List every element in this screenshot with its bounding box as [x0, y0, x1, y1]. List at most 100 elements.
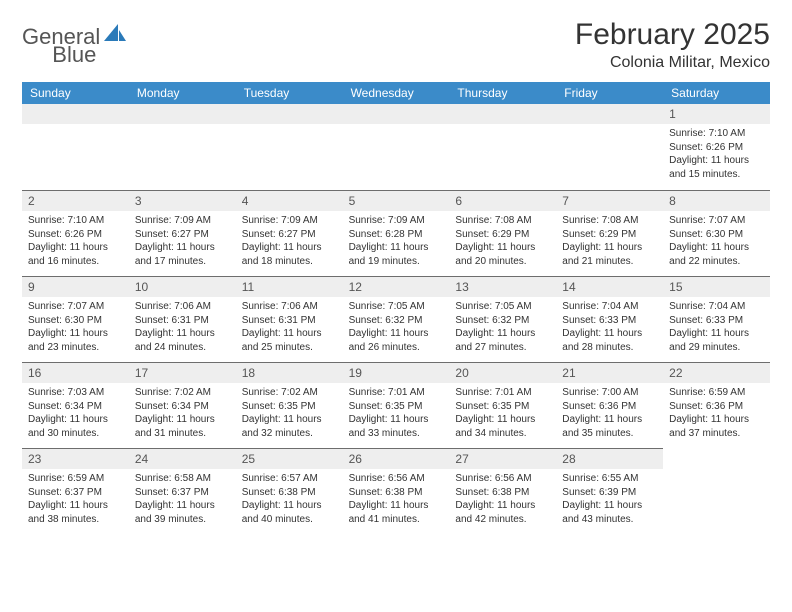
- daylight-text: Daylight: 11 hours and 29 minutes.: [669, 327, 764, 354]
- day-number: 19: [343, 362, 450, 383]
- daylight-text: Daylight: 11 hours and 22 minutes.: [669, 241, 764, 268]
- day-number: 14: [556, 276, 663, 297]
- sunset-text: Sunset: 6:30 PM: [669, 228, 764, 242]
- sunset-text: Sunset: 6:36 PM: [562, 400, 657, 414]
- calendar-day-cell: 7 Sunrise: 7:08 AMSunset: 6:29 PMDaylight…: [556, 190, 663, 276]
- day-number: 25: [236, 448, 343, 469]
- calendar-day-cell: 17Sunrise: 7:02 AMSunset: 6:34 PMDayligh…: [129, 362, 236, 448]
- daylight-text: Daylight: 11 hours and 30 minutes.: [28, 413, 123, 440]
- daylight-text: Daylight: 11 hours and 40 minutes.: [242, 499, 337, 526]
- day-number: 8: [663, 190, 770, 211]
- day-number: 26: [343, 448, 450, 469]
- calendar-day-cell: 20Sunrise: 7:01 AMSunset: 6:35 PMDayligh…: [449, 362, 556, 448]
- day-number: 27: [449, 448, 556, 469]
- sunrise-text: Sunrise: 6:57 AM: [242, 472, 337, 486]
- sunset-text: Sunset: 6:29 PM: [455, 228, 550, 242]
- calendar-day-cell: 26Sunrise: 6:56 AMSunset: 6:38 PMDayligh…: [343, 448, 450, 534]
- sunset-text: Sunset: 6:35 PM: [349, 400, 444, 414]
- header-bar: General Blue February 2025 Colonia Milit…: [22, 18, 770, 72]
- sunset-text: Sunset: 6:39 PM: [562, 486, 657, 500]
- sunset-text: Sunset: 6:37 PM: [28, 486, 123, 500]
- sunset-text: Sunset: 6:27 PM: [242, 228, 337, 242]
- daylight-text: Daylight: 11 hours and 38 minutes.: [28, 499, 123, 526]
- sunrise-text: Sunrise: 6:56 AM: [455, 472, 550, 486]
- calendar-day-cell: 28Sunrise: 6:55 AMSunset: 6:39 PMDayligh…: [556, 448, 663, 534]
- daylight-text: Daylight: 11 hours and 16 minutes.: [28, 241, 123, 268]
- sunset-text: Sunset: 6:29 PM: [562, 228, 657, 242]
- sunrise-text: Sunrise: 7:05 AM: [349, 300, 444, 314]
- weekday-wednesday: Wednesday: [343, 82, 450, 104]
- daylight-text: Daylight: 11 hours and 26 minutes.: [349, 327, 444, 354]
- sunrise-text: Sunrise: 7:08 AM: [562, 214, 657, 228]
- daylight-text: Daylight: 11 hours and 43 minutes.: [562, 499, 657, 526]
- day-number: 23: [22, 448, 129, 469]
- empty-day-strip: [449, 104, 556, 124]
- sunrise-text: Sunrise: 7:02 AM: [135, 386, 230, 400]
- calendar-week: 9Sunrise: 7:07 AMSunset: 6:30 PMDaylight…: [22, 276, 770, 362]
- sunrise-text: Sunrise: 7:04 AM: [669, 300, 764, 314]
- sunset-text: Sunset: 6:34 PM: [28, 400, 123, 414]
- empty-day-strip: [22, 104, 129, 124]
- sunrise-text: Sunrise: 7:09 AM: [135, 214, 230, 228]
- daylight-text: Daylight: 11 hours and 20 minutes.: [455, 241, 550, 268]
- calendar-day-cell: 8Sunrise: 7:07 AMSunset: 6:30 PMDaylight…: [663, 190, 770, 276]
- day-number: 1: [663, 104, 770, 124]
- weekday-thursday: Thursday: [449, 82, 556, 104]
- daylight-text: Daylight: 11 hours and 19 minutes.: [349, 241, 444, 268]
- sunset-text: Sunset: 6:26 PM: [669, 141, 764, 155]
- daylight-text: Daylight: 11 hours and 41 minutes.: [349, 499, 444, 526]
- weekday-header-row: Sunday Monday Tuesday Wednesday Thursday…: [22, 82, 770, 104]
- sunrise-text: Sunrise: 7:01 AM: [455, 386, 550, 400]
- weekday-tuesday: Tuesday: [236, 82, 343, 104]
- daylight-text: Daylight: 11 hours and 24 minutes.: [135, 327, 230, 354]
- title-block: February 2025 Colonia Militar, Mexico: [575, 18, 770, 72]
- daylight-text: Daylight: 11 hours and 21 minutes.: [562, 241, 657, 268]
- day-number: 4: [236, 190, 343, 211]
- calendar-day-cell: 2Sunrise: 7:10 AMSunset: 6:26 PMDaylight…: [22, 190, 129, 276]
- daylight-text: Daylight: 11 hours and 28 minutes.: [562, 327, 657, 354]
- sunrise-text: Sunrise: 6:59 AM: [28, 472, 123, 486]
- sunrise-text: Sunrise: 7:01 AM: [349, 386, 444, 400]
- day-number: 24: [129, 448, 236, 469]
- calendar-grid: Sunday Monday Tuesday Wednesday Thursday…: [22, 82, 770, 534]
- empty-day-strip: [236, 104, 343, 124]
- day-number: 20: [449, 362, 556, 383]
- day-number: 9: [22, 276, 129, 297]
- logo-sail-icon: [104, 24, 126, 47]
- day-number: 13: [449, 276, 556, 297]
- sunset-text: Sunset: 6:28 PM: [349, 228, 444, 242]
- daylight-text: Daylight: 11 hours and 18 minutes.: [242, 241, 337, 268]
- empty-day-strip: [129, 104, 236, 124]
- sunset-text: Sunset: 6:31 PM: [242, 314, 337, 328]
- weekday-sunday: Sunday: [22, 82, 129, 104]
- sunset-text: Sunset: 6:31 PM: [135, 314, 230, 328]
- day-number: 7: [556, 190, 663, 211]
- sunrise-text: Sunrise: 7:06 AM: [135, 300, 230, 314]
- calendar-day-cell: 6Sunrise: 7:08 AMSunset: 6:29 PMDaylight…: [449, 190, 556, 276]
- sunrise-text: Sunrise: 6:59 AM: [669, 386, 764, 400]
- weekday-saturday: Saturday: [663, 82, 770, 104]
- calendar-day-cell: 4Sunrise: 7:09 AMSunset: 6:27 PMDaylight…: [236, 190, 343, 276]
- calendar-week: 16Sunrise: 7:03 AMSunset: 6:34 PMDayligh…: [22, 362, 770, 448]
- sunrise-text: Sunrise: 6:55 AM: [562, 472, 657, 486]
- sunrise-text: Sunrise: 7:10 AM: [28, 214, 123, 228]
- sunset-text: Sunset: 6:35 PM: [242, 400, 337, 414]
- calendar-empty-cell: [343, 104, 450, 190]
- sunrise-text: Sunrise: 7:06 AM: [242, 300, 337, 314]
- sunrise-text: Sunrise: 7:09 AM: [349, 214, 444, 228]
- calendar-empty-cell: [449, 104, 556, 190]
- calendar-day-cell: 11Sunrise: 7:06 AMSunset: 6:31 PMDayligh…: [236, 276, 343, 362]
- calendar-day-cell: 15Sunrise: 7:04 AMSunset: 6:33 PMDayligh…: [663, 276, 770, 362]
- day-number: 22: [663, 362, 770, 383]
- daylight-text: Daylight: 11 hours and 17 minutes.: [135, 241, 230, 268]
- sunset-text: Sunset: 6:34 PM: [135, 400, 230, 414]
- daylight-text: Daylight: 11 hours and 27 minutes.: [455, 327, 550, 354]
- sunrise-text: Sunrise: 7:04 AM: [562, 300, 657, 314]
- calendar-day-cell: 14Sunrise: 7:04 AMSunset: 6:33 PMDayligh…: [556, 276, 663, 362]
- day-number: 16: [22, 362, 129, 383]
- day-number: 2: [22, 190, 129, 211]
- daylight-text: Daylight: 11 hours and 32 minutes.: [242, 413, 337, 440]
- calendar-day-cell: 10Sunrise: 7:06 AMSunset: 6:31 PMDayligh…: [129, 276, 236, 362]
- sunset-text: Sunset: 6:33 PM: [669, 314, 764, 328]
- weekday-monday: Monday: [129, 82, 236, 104]
